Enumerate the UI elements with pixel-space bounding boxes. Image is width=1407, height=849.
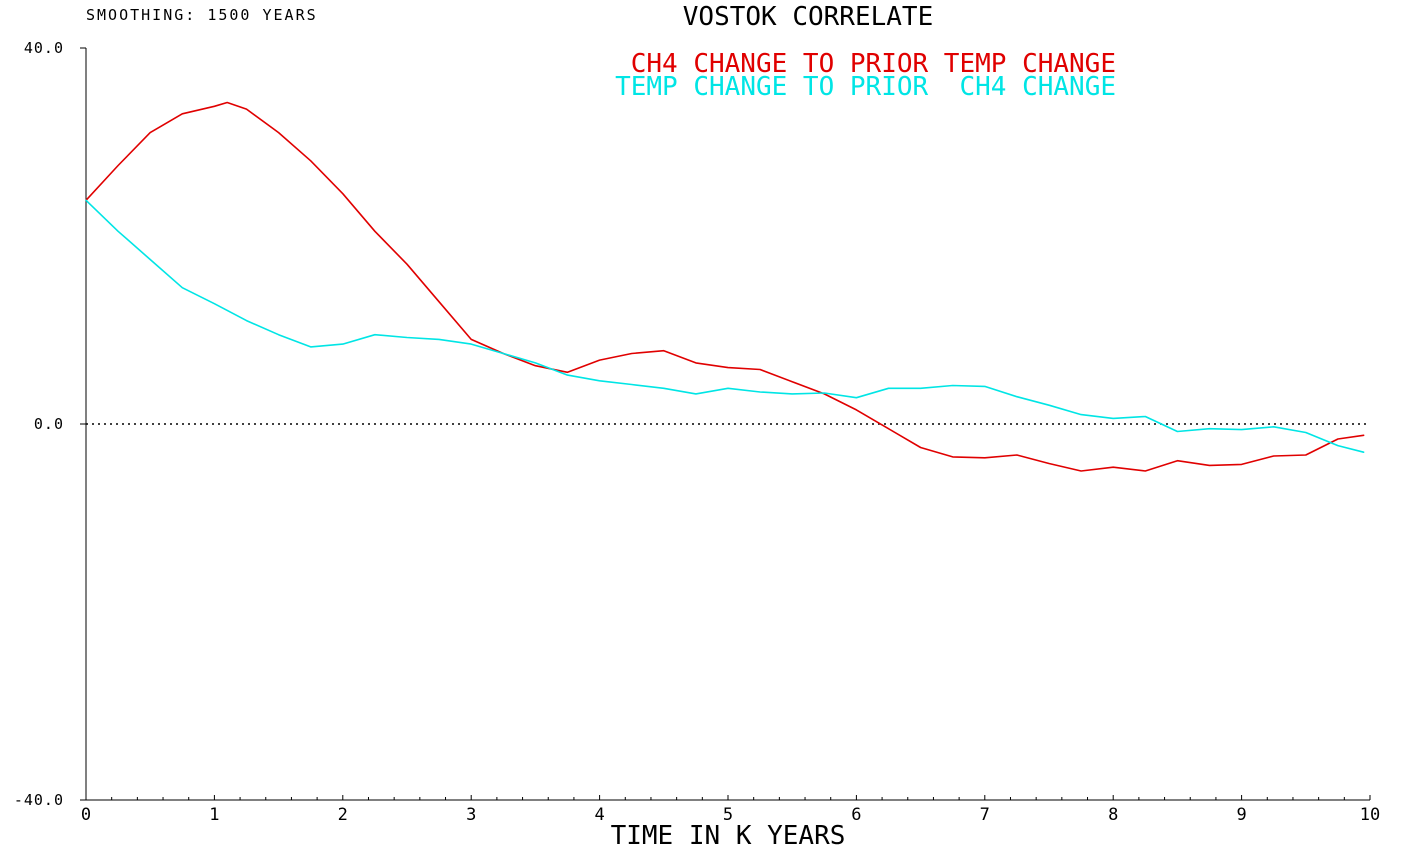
- x-tick-label: 6: [851, 805, 861, 825]
- y-axis: -40.0 0.0 40.0: [14, 39, 87, 809]
- plot-area: [85, 101, 1370, 472]
- y-tick-label: 40.0: [24, 39, 64, 57]
- x-tick-label: 4: [594, 805, 604, 825]
- legend-entry-temp-to-ch4: TEMP CHANGE TO PRIOR CH4 CHANGE: [615, 72, 1116, 102]
- x-axis: 0 1 2 3 4 5 6 7 8 9 10: [81, 795, 1380, 825]
- series-line-ch4-to-temp: [85, 101, 1365, 472]
- x-tick-label: 7: [980, 805, 990, 825]
- x-tick-label: 0: [81, 805, 91, 825]
- y-tick-label: 0.0: [34, 415, 64, 433]
- x-axis-label: TIME IN K YEARS: [611, 821, 846, 849]
- x-tick-label: 9: [1236, 805, 1246, 825]
- x-tick-label: 5: [723, 805, 733, 825]
- x-tick-label: 3: [466, 805, 476, 825]
- y-tick-label: -40.0: [14, 791, 64, 809]
- series-line-temp-to-ch4: [85, 199, 1365, 453]
- x-tick-label: 10: [1360, 805, 1380, 825]
- chart-title: VOSTOK CORRELATE: [683, 2, 933, 32]
- smoothing-label: SMOOTHING: 1500 YEARS: [86, 6, 318, 24]
- x-tick-label: 2: [338, 805, 348, 825]
- legend-entry-ch4-to-temp: CH4 CHANGE TO PRIOR TEMP CHANGE: [631, 49, 1116, 79]
- x-tick-label: 8: [1108, 805, 1118, 825]
- x-tick-label: 1: [209, 805, 219, 825]
